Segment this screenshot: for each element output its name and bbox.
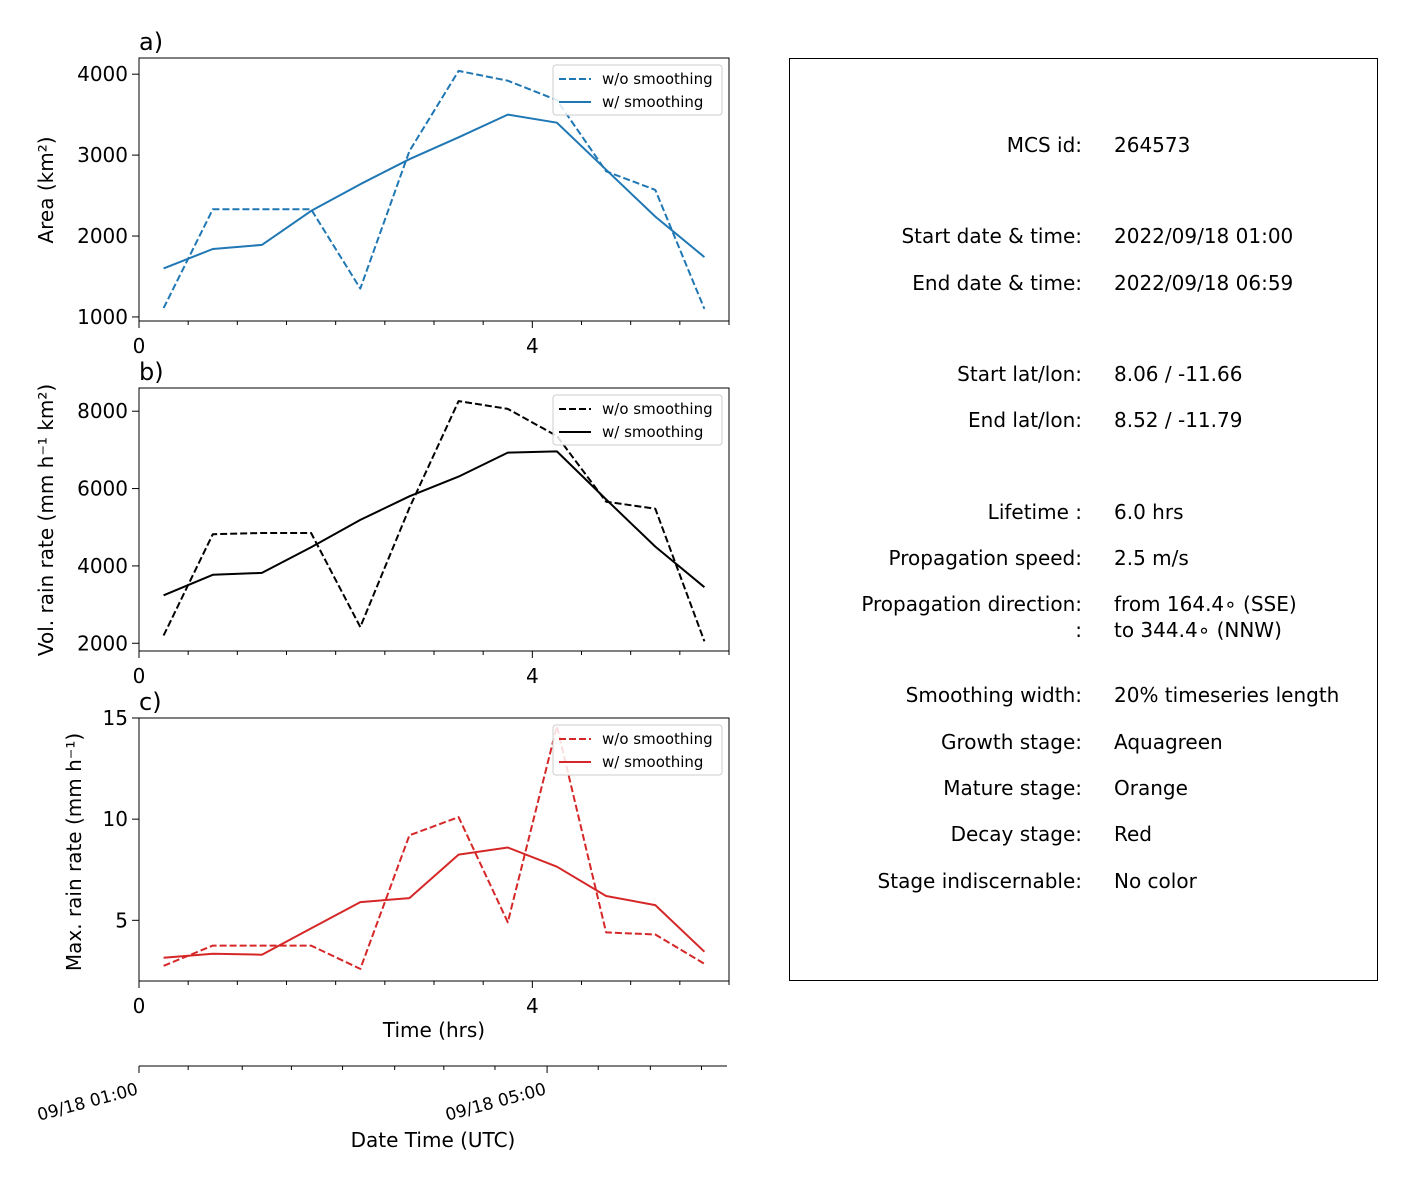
panel-a-ylabel: Area (km²) xyxy=(34,136,58,243)
panel-a-label: a) xyxy=(139,28,163,56)
panel-c-legend-label: w/o smoothing xyxy=(602,730,713,748)
info-label: MCS id: xyxy=(1006,133,1082,157)
panel-b-ytick-label: 4000 xyxy=(77,554,128,578)
info-label: Start date & time: xyxy=(901,224,1082,249)
panel-b-legend-label: w/ smoothing xyxy=(602,423,703,441)
info-value: No color xyxy=(1114,868,1197,893)
panel-a-legend-label: w/ smoothing xyxy=(602,93,703,111)
info-value: Red xyxy=(1114,822,1152,847)
panel-b-series-smoothed-line xyxy=(163,450,706,597)
datetime-tick-label: 09/18 05:00 xyxy=(443,1080,548,1126)
panel-c-xlabel: Time (hrs) xyxy=(382,1018,485,1042)
panel-c-xtick-label: 4 xyxy=(526,994,539,1018)
panel-a-series-raw-line xyxy=(162,69,706,310)
info-label: Start lat/lon: xyxy=(957,361,1082,386)
panel-b-xtick-label: 4 xyxy=(526,664,539,688)
info-label: : xyxy=(1075,618,1082,643)
info-label: Smoothing width: xyxy=(905,683,1082,708)
panel-a-xtick-label: 4 xyxy=(526,334,539,358)
info-value: 8.06 / -11.66 xyxy=(1114,361,1243,386)
panel-c-legend-label: w/ smoothing xyxy=(602,753,703,771)
panel-c-xtick-label: 0 xyxy=(133,994,146,1018)
panel-c-ytick-label: 10 xyxy=(103,807,128,831)
info-value: 2.5 m/s xyxy=(1114,545,1189,570)
panel-b-label: b) xyxy=(139,358,164,386)
panel-c-series-smoothed-line xyxy=(163,846,706,959)
info-label: Growth stage: xyxy=(940,729,1082,754)
info-value: 2022/09/18 06:59 xyxy=(1114,270,1294,295)
panel-b-ytick-label: 6000 xyxy=(77,477,128,501)
datetime-axis-label: Date Time (UTC) xyxy=(351,1128,516,1152)
panel-a-ytick-label: 1000 xyxy=(77,305,128,329)
info-label: Stage indiscernable: xyxy=(877,868,1082,893)
info-label: Propagation speed: xyxy=(888,545,1082,570)
info-value: 2022/09/18 01:00 xyxy=(1114,224,1294,249)
panel-c-series-raw-line xyxy=(163,725,705,970)
panel-b-ytick-label: 2000 xyxy=(77,631,128,655)
info-label: End date & time: xyxy=(912,270,1082,295)
panel-b-ylabel: Vol. rain rate (mm h⁻¹ km²) xyxy=(34,384,58,656)
info-value: from 164.4∘ (SSE) xyxy=(1114,592,1297,617)
info-label: End lat/lon: xyxy=(968,408,1082,433)
panel-a-series-smoothed-line xyxy=(163,113,706,270)
info-label: Lifetime : xyxy=(987,499,1082,524)
info-value: 6.0 hrs xyxy=(1114,499,1184,524)
info-value: 20% timeseries length xyxy=(1114,683,1340,708)
panel-a-legend-label: w/o smoothing xyxy=(602,70,713,88)
panel-a-ytick-label: 2000 xyxy=(77,224,128,248)
info-value: 8.52 / -11.79 xyxy=(1114,408,1243,433)
info-value: 264573 xyxy=(1114,133,1191,157)
mcs-info-panel: MCS id: 264573 Start date & time: 2022/09/1… xyxy=(789,58,1378,981)
panel-a-xtick-label: 0 xyxy=(133,334,146,358)
datetime-tick-label: 09/18 01:00 xyxy=(35,1080,140,1126)
panel-a-ytick-label: 4000 xyxy=(77,62,128,86)
panel-b-series-raw-line xyxy=(162,400,706,642)
panel-b-legend-label: w/o smoothing xyxy=(602,400,713,418)
info-value: Aquagreen xyxy=(1114,729,1223,754)
info-label: Mature stage: xyxy=(943,776,1082,800)
panel-c-ytick-label: 5 xyxy=(115,908,128,932)
panel-b-ytick-label: 8000 xyxy=(77,399,128,423)
panel-b-legend-box xyxy=(552,394,723,446)
panel-c-label: c) xyxy=(139,688,162,716)
panel-c-ytick-label: 15 xyxy=(103,706,128,730)
info-value: to 344.4∘ (NNW) xyxy=(1114,618,1282,643)
info-label: Decay stage: xyxy=(950,822,1082,847)
panel-a-ytick-label: 3000 xyxy=(77,143,128,167)
panel-c-legend-box xyxy=(552,724,723,776)
info-label: Propagation direction: xyxy=(861,592,1082,617)
info-value: Orange xyxy=(1114,776,1188,800)
panel-b-xtick-label: 0 xyxy=(133,664,146,688)
panel-a-legend-box xyxy=(552,64,723,116)
panel-c-ylabel: Max. rain rate (mm h⁻¹) xyxy=(62,733,86,971)
